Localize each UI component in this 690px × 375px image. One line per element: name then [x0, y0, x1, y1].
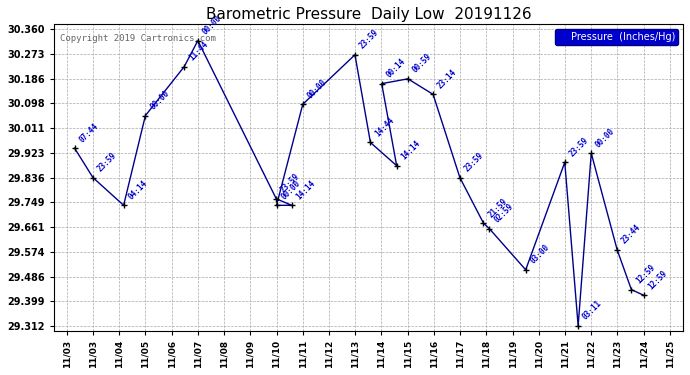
Text: 00:00: 00:00 [201, 14, 224, 36]
Text: 00:00: 00:00 [306, 77, 328, 100]
Text: 12:59: 12:59 [634, 263, 657, 285]
Text: 21:59: 21:59 [486, 196, 509, 219]
Text: 03:00: 03:00 [529, 243, 551, 266]
Text: 14:14: 14:14 [295, 178, 317, 201]
Text: 23:14: 23:14 [436, 68, 459, 90]
Text: 00:14: 00:14 [384, 57, 407, 80]
Text: 23:44: 23:44 [620, 223, 642, 246]
Text: 02:59: 02:59 [492, 202, 515, 225]
Text: 23:59: 23:59 [462, 151, 485, 173]
Text: 23:59: 23:59 [96, 151, 119, 173]
Legend: Pressure  (Inches/Hg): Pressure (Inches/Hg) [555, 29, 678, 45]
Text: 14:14: 14:14 [400, 139, 422, 162]
Text: 07:44: 07:44 [77, 121, 100, 144]
Text: 11:44: 11:44 [187, 40, 210, 63]
Text: 04:14: 04:14 [126, 178, 149, 201]
Text: 12:59: 12:59 [647, 268, 669, 291]
Text: 00:00: 00:00 [148, 89, 171, 111]
Text: 23:59: 23:59 [568, 135, 590, 158]
Text: 00:00: 00:00 [279, 178, 302, 201]
Text: 23:59: 23:59 [279, 172, 302, 195]
Text: 14:44: 14:44 [373, 116, 396, 138]
Text: 00:00: 00:00 [594, 126, 617, 149]
Text: 03:11: 03:11 [581, 299, 604, 322]
Text: 00:59: 00:59 [411, 52, 433, 75]
Title: Barometric Pressure  Daily Low  20191126: Barometric Pressure Daily Low 20191126 [206, 7, 531, 22]
Text: Copyright 2019 Cartronics.com: Copyright 2019 Cartronics.com [60, 34, 216, 43]
Text: 23:59: 23:59 [357, 28, 380, 51]
